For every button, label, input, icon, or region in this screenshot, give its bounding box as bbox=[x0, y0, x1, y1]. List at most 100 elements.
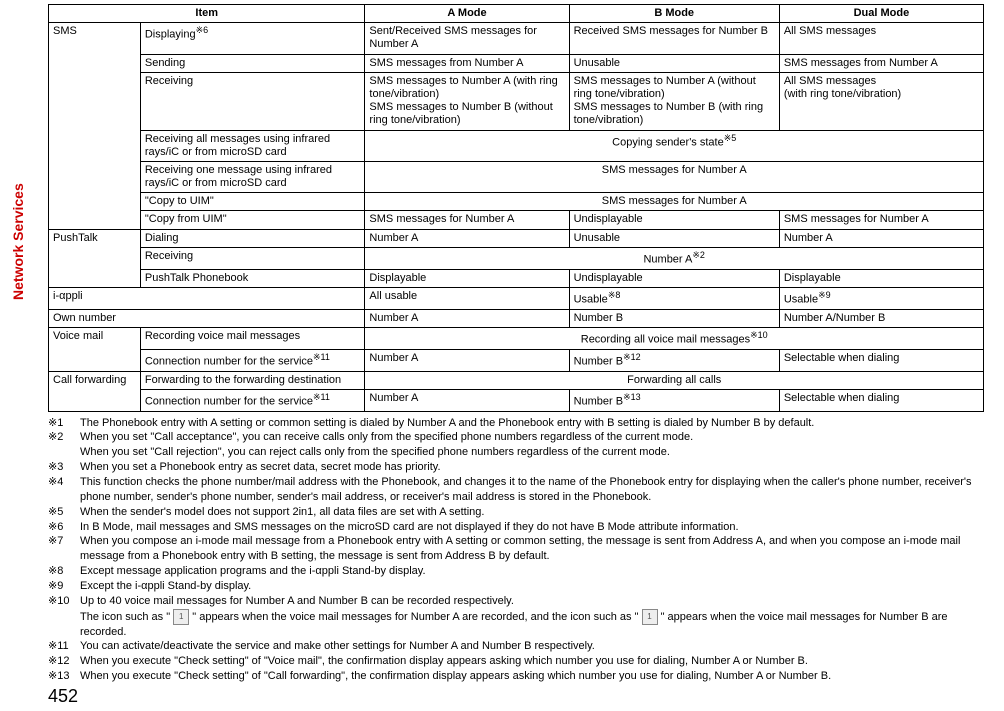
cell: Receiving all messages using infrared ra… bbox=[140, 130, 365, 161]
table-row: Receiving SMS messages to Number A (with… bbox=[49, 72, 984, 130]
cell-own: Own number bbox=[49, 309, 365, 327]
cell: Number A bbox=[779, 229, 983, 247]
voicemail-a-icon: 1 bbox=[173, 609, 189, 625]
text: Number A bbox=[643, 253, 692, 265]
cell: Number A bbox=[365, 349, 569, 371]
cell: "Copy from UIM" bbox=[140, 211, 365, 229]
note: When you set "Call rejection", you can r… bbox=[48, 445, 984, 460]
note-text: When you set "Call rejection", you can r… bbox=[80, 445, 984, 460]
note-tag bbox=[48, 445, 80, 460]
mode-table: Item A Mode B Mode Dual Mode SMS Display… bbox=[48, 4, 984, 412]
side-label: Network Services bbox=[10, 183, 26, 300]
note-text: The Phonebook entry with A setting or co… bbox=[80, 416, 984, 431]
note: ※13When you execute "Check setting" of "… bbox=[48, 669, 984, 684]
ref: ※8 bbox=[608, 290, 621, 300]
note-text: In B Mode, mail messages and SMS message… bbox=[80, 520, 984, 535]
ref: ※10 bbox=[750, 330, 768, 340]
th-b: B Mode bbox=[569, 5, 779, 23]
cell: Number A/Number B bbox=[779, 309, 983, 327]
text: Number B bbox=[574, 355, 624, 367]
note-tag: ※7 bbox=[48, 534, 80, 564]
cell: All usable bbox=[365, 287, 569, 309]
text: Displaying bbox=[145, 29, 196, 41]
note-text: When you set a Phonebook entry as secret… bbox=[80, 460, 984, 475]
table-row: Call forwarding Forwarding to the forwar… bbox=[49, 371, 984, 389]
cell: Recording voice mail messages bbox=[140, 327, 365, 349]
page-number: 452 bbox=[48, 686, 984, 707]
note: ※5When the sender's model does not suppo… bbox=[48, 505, 984, 520]
cell: Unusable bbox=[569, 229, 779, 247]
th-a: A Mode bbox=[365, 5, 569, 23]
note-tag: ※10 bbox=[48, 594, 80, 609]
cell: SMS messages for Number A bbox=[365, 193, 984, 211]
table-row: "Copy from UIM" SMS messages for Number … bbox=[49, 211, 984, 229]
cell: Forwarding all calls bbox=[365, 371, 984, 389]
cell: Recording all voice mail messages※10 bbox=[365, 327, 984, 349]
table-row: Connection number for the service※11 Num… bbox=[49, 389, 984, 411]
text: Connection number for the service bbox=[145, 395, 313, 407]
table-row: SMS Displaying※6 Sent/Received SMS messa… bbox=[49, 23, 984, 54]
ref: ※2 bbox=[692, 250, 705, 260]
table-row: Receiving one message using infrared ray… bbox=[49, 161, 984, 192]
cell: SMS messages for Number A bbox=[779, 211, 983, 229]
cell: Displayable bbox=[365, 269, 569, 287]
text: Number B bbox=[574, 395, 624, 407]
cell: Undisplayable bbox=[569, 269, 779, 287]
note-text: The icon such as " 1 " appears when the … bbox=[80, 609, 984, 640]
note-tag: ※4 bbox=[48, 475, 80, 505]
text: Usable bbox=[784, 294, 818, 306]
table-row: Receiving all messages using infrared ra… bbox=[49, 130, 984, 161]
table-row: Connection number for the service※11 Num… bbox=[49, 349, 984, 371]
note-text: When you set "Call acceptance", you can … bbox=[80, 430, 984, 445]
table-header-row: Item A Mode B Mode Dual Mode bbox=[49, 5, 984, 23]
note: ※7When you compose an i-mode mail messag… bbox=[48, 534, 984, 564]
ref: ※11 bbox=[313, 352, 330, 362]
ref: ※13 bbox=[623, 392, 641, 402]
cell: Received SMS messages for Number B bbox=[569, 23, 779, 54]
ref: ※12 bbox=[623, 352, 641, 362]
table-row: Voice mail Recording voice mail messages… bbox=[49, 327, 984, 349]
cell: Receiving one message using infrared ray… bbox=[140, 161, 365, 192]
cell-voicemail: Voice mail bbox=[49, 327, 141, 371]
table-row: PushTalk Dialing Number A Unusable Numbe… bbox=[49, 229, 984, 247]
cell: SMS messages from Number A bbox=[779, 54, 983, 72]
cell: PushTalk Phonebook bbox=[140, 269, 365, 287]
note-text: When you compose an i-mode mail message … bbox=[80, 534, 984, 564]
cell: Number A bbox=[365, 229, 569, 247]
text: Copying sender's state bbox=[612, 136, 724, 148]
cell: All SMS messages bbox=[779, 23, 983, 54]
note-tag: ※6 bbox=[48, 520, 80, 535]
text: Usable bbox=[574, 294, 608, 306]
th-item: Item bbox=[49, 5, 365, 23]
note-text: When the sender's model does not support… bbox=[80, 505, 984, 520]
cell-callfwd: Call forwarding bbox=[49, 371, 141, 411]
note-tag: ※9 bbox=[48, 579, 80, 594]
cell: SMS messages for Number A bbox=[365, 211, 569, 229]
cell: Receiving bbox=[140, 247, 365, 269]
note-tag: ※3 bbox=[48, 460, 80, 475]
cell: Sent/Received SMS messages for Number A bbox=[365, 23, 569, 54]
note-text: When you execute "Check setting" of "Voi… bbox=[80, 654, 984, 669]
cell-iappli: i-αppli bbox=[49, 287, 365, 309]
cell: Number B bbox=[569, 309, 779, 327]
note: ※1The Phonebook entry with A setting or … bbox=[48, 416, 984, 431]
cell: SMS messages from Number A bbox=[365, 54, 569, 72]
cell: "Copy to UIM" bbox=[140, 193, 365, 211]
note: ※4This function checks the phone number/… bbox=[48, 475, 984, 505]
ref: ※6 bbox=[196, 25, 209, 35]
note-tag: ※2 bbox=[48, 430, 80, 445]
cell: Selectable when dialing bbox=[779, 389, 983, 411]
cell: Usable※8 bbox=[569, 287, 779, 309]
text: Recording all voice mail messages bbox=[581, 334, 750, 346]
note-text: Up to 40 voice mail messages for Number … bbox=[80, 594, 984, 609]
cell: Number A※2 bbox=[365, 247, 984, 269]
note-tag: ※11 bbox=[48, 639, 80, 654]
note-text: You can activate/deactivate the service … bbox=[80, 639, 984, 654]
note: ※6In B Mode, mail messages and SMS messa… bbox=[48, 520, 984, 535]
cell: Sending bbox=[140, 54, 365, 72]
cell: Connection number for the service※11 bbox=[140, 349, 365, 371]
cell: SMS messages to Number A (with ring tone… bbox=[365, 72, 569, 130]
cell: Usable※9 bbox=[779, 287, 983, 309]
text: " appears when the voice mail messages f… bbox=[189, 610, 641, 622]
ref: ※9 bbox=[818, 290, 831, 300]
